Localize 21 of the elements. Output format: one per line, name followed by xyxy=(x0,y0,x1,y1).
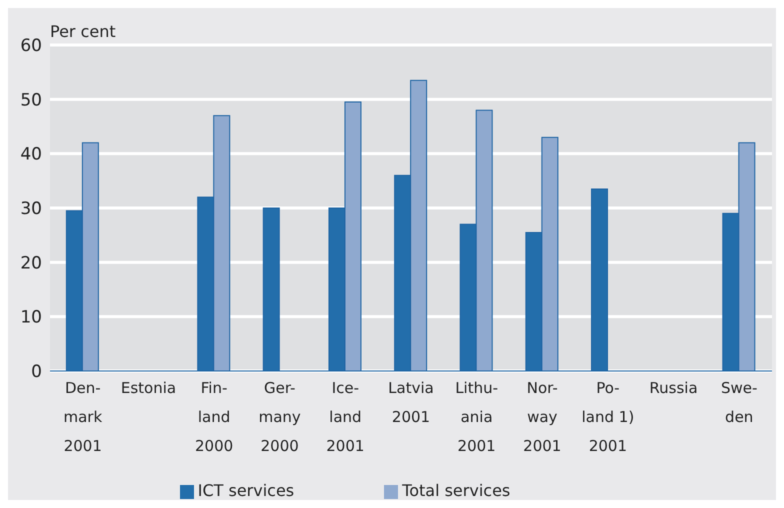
y-axis-title: Per cent xyxy=(50,22,116,41)
legend-label: Total services xyxy=(402,481,510,500)
y-tick-label: 20 xyxy=(20,253,42,274)
x-tick-label: Russia xyxy=(649,379,698,397)
x-tick-label: Ice- land 2001 xyxy=(326,379,364,455)
x-tick-label: Den- mark 2001 xyxy=(63,379,102,455)
y-tick-label: 30 xyxy=(20,199,42,220)
x-tick-label: Swe- den xyxy=(720,379,758,426)
x-tick-label: Nor- way 2001 xyxy=(523,379,562,455)
x-tick-label: Po- land 1) 2001 xyxy=(582,379,634,455)
x-tick-label: Ger- many 2000 xyxy=(258,379,301,455)
y-tick-label: 0 xyxy=(31,362,42,382)
y-tick-label: 60 xyxy=(20,36,42,56)
x-tick-label: Fin- land 2000 xyxy=(194,379,234,455)
y-tick-label: 40 xyxy=(20,144,42,165)
x-tick-label: Estonia xyxy=(120,379,176,397)
x-tick-label: Lithu- ania 2001 xyxy=(455,379,498,455)
x-tick-label: Latvia 2001 xyxy=(388,379,434,426)
y-tick-label: 10 xyxy=(20,308,42,328)
legend-label: ICT services xyxy=(198,481,294,500)
y-tick-label: 50 xyxy=(20,90,42,110)
